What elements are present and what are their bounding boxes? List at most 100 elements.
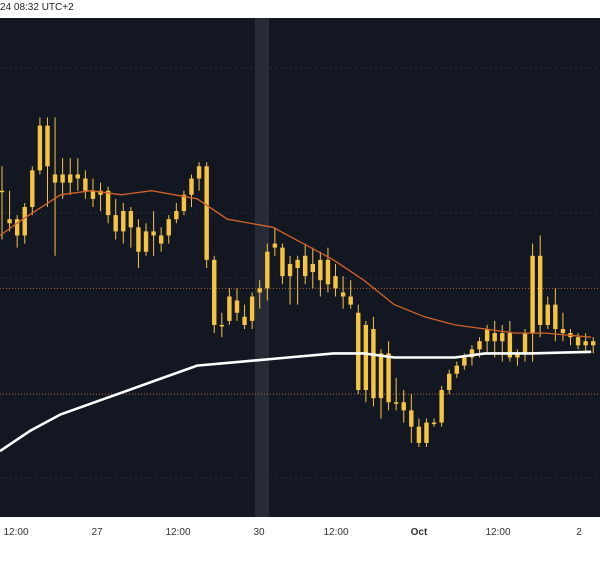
- candle: [14, 215, 20, 248]
- candle: [295, 255, 300, 305]
- candle-body: [227, 296, 232, 321]
- candle-body: [363, 324, 369, 391]
- candle-body: [553, 304, 558, 330]
- candle: [515, 349, 520, 366]
- candle: [522, 329, 528, 362]
- candle: [371, 316, 376, 407]
- candle-body: [30, 170, 35, 207]
- candles-group: [0, 117, 596, 447]
- candle-body: [90, 190, 96, 199]
- candle-body: [257, 288, 262, 293]
- candle: [30, 166, 35, 216]
- candle-body: [469, 349, 475, 358]
- candle-body: [318, 259, 323, 281]
- candle: [128, 206, 134, 248]
- candle-body: [303, 255, 308, 277]
- candle-body: [143, 231, 149, 252]
- candle: [189, 174, 194, 207]
- candle: [196, 162, 202, 191]
- candle-body: [204, 166, 209, 260]
- candle: [303, 243, 308, 285]
- candle: [234, 288, 240, 321]
- candle: [90, 178, 96, 207]
- candle: [272, 227, 278, 256]
- candle-body: [280, 247, 285, 277]
- candle: [545, 296, 550, 330]
- candle-body: [310, 263, 315, 273]
- candle-body: [484, 329, 490, 342]
- candle-body: [447, 373, 452, 391]
- candle-body: [295, 259, 300, 268]
- candle: [393, 377, 399, 411]
- highlight-band: [255, 18, 269, 518]
- candle-body: [371, 329, 376, 399]
- candle-body: [242, 316, 247, 325]
- candle-body: [333, 276, 338, 289]
- candle-body: [75, 174, 80, 179]
- candle: [83, 170, 88, 199]
- candle-body: [212, 259, 217, 325]
- candle-body: [265, 251, 270, 289]
- candle-body: [492, 333, 497, 342]
- candle: [242, 304, 247, 330]
- candle: [0, 166, 5, 240]
- x-tick-label: Oct: [411, 527, 428, 538]
- candlestick-chart[interactable]: [0, 18, 600, 518]
- candle-body: [22, 206, 27, 236]
- candle-body: [530, 255, 535, 334]
- candle: [212, 255, 217, 334]
- candle-body: [462, 357, 467, 366]
- candle: [37, 117, 43, 175]
- candle: [45, 117, 50, 207]
- x-tick-label: 12:00: [323, 527, 348, 538]
- chart-header: 24 08:32 UTC+2: [0, 0, 600, 18]
- candle-body: [60, 174, 65, 183]
- x-tick-label: 12:00: [3, 527, 28, 538]
- candle: [287, 255, 293, 305]
- candle: [249, 292, 255, 330]
- candle: [265, 243, 270, 301]
- x-tick-label: 27: [91, 527, 103, 538]
- plot-background: [0, 18, 600, 518]
- candle-body: [98, 190, 103, 195]
- candle-body: [0, 190, 5, 193]
- candle-body: [393, 402, 399, 404]
- candle-body: [431, 422, 437, 425]
- candle: [424, 418, 429, 447]
- candle-body: [356, 312, 361, 391]
- grid-lines: [0, 67, 600, 479]
- candle: [591, 337, 596, 354]
- candle-body: [386, 353, 391, 403]
- candle-body: [507, 333, 513, 358]
- candle-body: [37, 125, 43, 171]
- candle: [416, 418, 422, 447]
- candle-body: [83, 178, 88, 191]
- candle-body: [68, 174, 73, 183]
- candle: [363, 320, 369, 403]
- x-tick-label: 30: [253, 527, 265, 538]
- candle: [60, 158, 65, 199]
- x-tick-label: 2: [576, 527, 582, 538]
- slow-moving-average-line: [0, 350, 592, 453]
- candle-body: [7, 219, 12, 224]
- candle-body: [416, 426, 422, 443]
- candle: [22, 202, 27, 244]
- candle: [219, 312, 225, 338]
- candle-body: [113, 215, 118, 232]
- candle: [143, 223, 149, 256]
- candle: [121, 202, 126, 244]
- candle-body: [14, 219, 20, 236]
- candle-body: [325, 259, 331, 285]
- candle-body: [401, 402, 406, 411]
- candle: [386, 341, 391, 411]
- candle-body: [158, 235, 164, 244]
- candle-body: [121, 211, 126, 232]
- candle: [447, 369, 452, 395]
- candle: [492, 320, 497, 358]
- candle: [348, 280, 353, 309]
- candle-body: [439, 390, 444, 423]
- candle: [68, 158, 73, 195]
- candle: [401, 390, 406, 423]
- candle: [439, 385, 444, 427]
- candle-body: [234, 300, 240, 313]
